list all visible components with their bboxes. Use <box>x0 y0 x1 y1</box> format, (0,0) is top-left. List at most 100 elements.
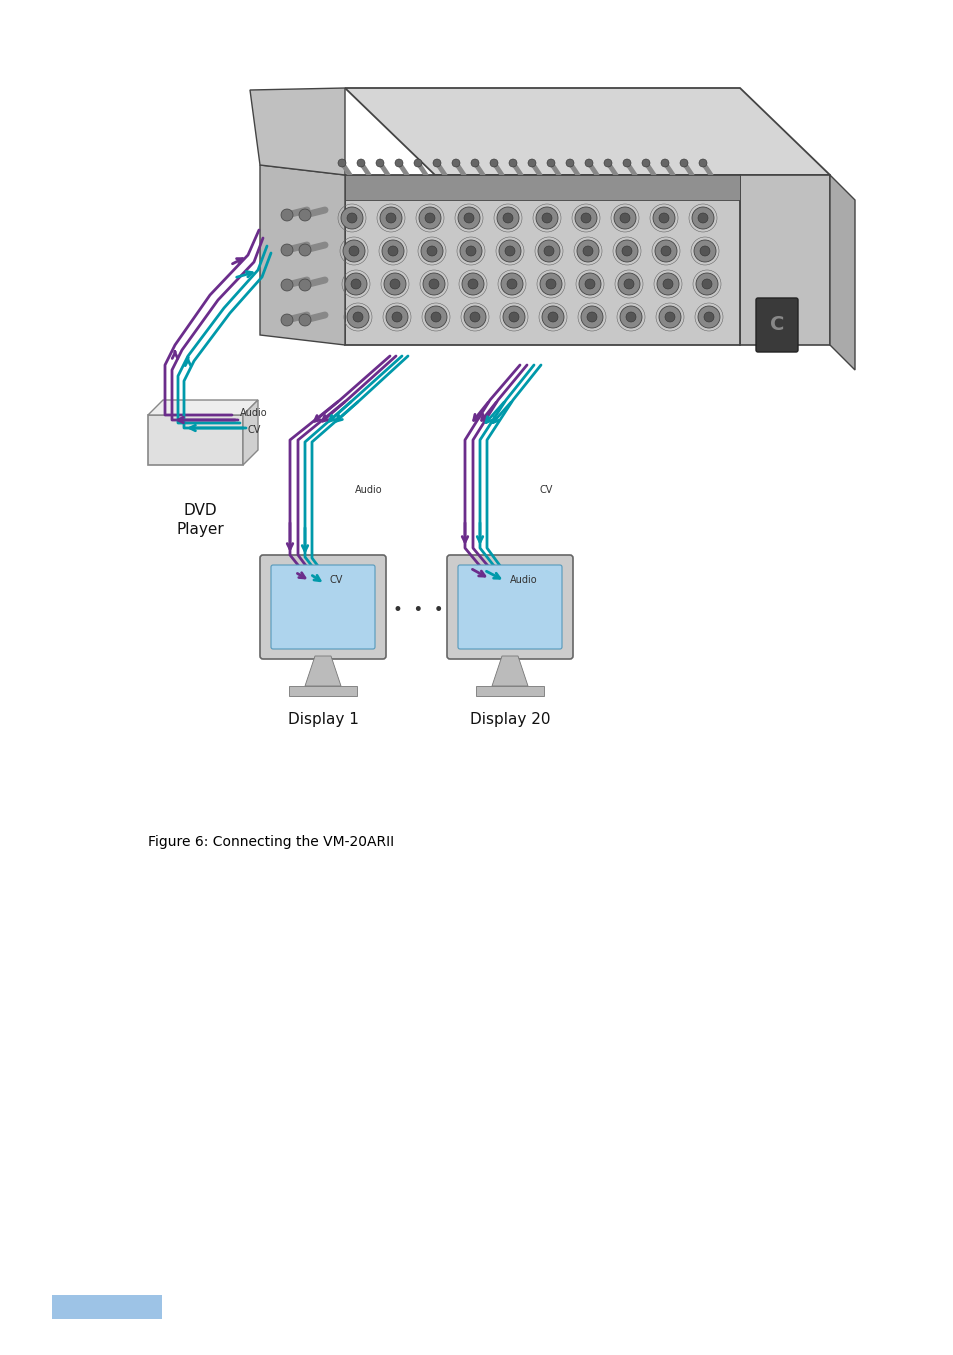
Text: •  •  •: • • • <box>393 602 443 619</box>
Circle shape <box>652 207 675 229</box>
Circle shape <box>490 159 497 167</box>
Circle shape <box>506 279 517 289</box>
Polygon shape <box>345 175 740 346</box>
Circle shape <box>603 159 612 167</box>
Polygon shape <box>250 88 345 175</box>
Circle shape <box>700 247 709 256</box>
FancyBboxPatch shape <box>271 565 375 649</box>
Circle shape <box>679 159 687 167</box>
Polygon shape <box>740 175 829 346</box>
Polygon shape <box>829 175 854 370</box>
Circle shape <box>698 213 707 224</box>
Circle shape <box>431 312 440 322</box>
Circle shape <box>471 159 478 167</box>
Circle shape <box>543 247 554 256</box>
Circle shape <box>422 272 444 295</box>
Circle shape <box>614 207 636 229</box>
Circle shape <box>470 312 479 322</box>
Circle shape <box>565 159 574 167</box>
Circle shape <box>343 240 365 262</box>
Circle shape <box>698 306 720 328</box>
Text: Audio: Audio <box>240 408 268 417</box>
Circle shape <box>616 240 638 262</box>
Polygon shape <box>243 400 257 465</box>
Circle shape <box>347 306 369 328</box>
FancyBboxPatch shape <box>457 565 561 649</box>
Circle shape <box>545 279 556 289</box>
Polygon shape <box>148 400 257 415</box>
Circle shape <box>504 247 515 256</box>
Circle shape <box>546 159 555 167</box>
Circle shape <box>497 207 518 229</box>
Circle shape <box>298 244 311 256</box>
Circle shape <box>621 247 631 256</box>
Circle shape <box>386 306 408 328</box>
Text: DVD
Player: DVD Player <box>176 503 224 537</box>
Circle shape <box>356 159 365 167</box>
Circle shape <box>298 314 311 327</box>
Text: C: C <box>769 316 783 335</box>
Circle shape <box>703 312 713 322</box>
Polygon shape <box>345 175 740 201</box>
Circle shape <box>298 209 311 221</box>
Circle shape <box>298 279 311 291</box>
Text: Figure 6: Connecting the VM-20ARII: Figure 6: Connecting the VM-20ARII <box>148 835 394 850</box>
Circle shape <box>584 279 595 289</box>
Circle shape <box>625 312 636 322</box>
Polygon shape <box>289 686 356 696</box>
Circle shape <box>457 207 479 229</box>
Circle shape <box>468 279 477 289</box>
Circle shape <box>536 207 558 229</box>
Circle shape <box>659 306 680 328</box>
Circle shape <box>701 279 711 289</box>
Circle shape <box>580 306 602 328</box>
Text: CV: CV <box>539 485 553 495</box>
Circle shape <box>691 207 713 229</box>
Circle shape <box>582 247 593 256</box>
Circle shape <box>386 213 395 224</box>
Polygon shape <box>305 656 340 686</box>
Circle shape <box>618 272 639 295</box>
Circle shape <box>527 159 536 167</box>
Circle shape <box>463 306 485 328</box>
Circle shape <box>641 159 649 167</box>
Circle shape <box>547 312 558 322</box>
Circle shape <box>575 207 597 229</box>
FancyBboxPatch shape <box>52 1295 162 1318</box>
Circle shape <box>619 306 641 328</box>
Circle shape <box>351 279 360 289</box>
Circle shape <box>395 159 402 167</box>
Circle shape <box>584 159 593 167</box>
Circle shape <box>509 159 517 167</box>
Text: CV: CV <box>330 575 343 585</box>
Polygon shape <box>148 415 243 465</box>
Circle shape <box>281 244 293 256</box>
Text: Display 1: Display 1 <box>287 711 358 728</box>
Circle shape <box>392 312 401 322</box>
Circle shape <box>433 159 440 167</box>
Circle shape <box>379 207 401 229</box>
Circle shape <box>577 240 598 262</box>
Circle shape <box>345 272 367 295</box>
Circle shape <box>541 213 552 224</box>
Polygon shape <box>345 88 829 175</box>
Text: Audio: Audio <box>510 575 537 585</box>
Circle shape <box>337 159 346 167</box>
Circle shape <box>578 272 600 295</box>
Circle shape <box>420 240 442 262</box>
Circle shape <box>418 207 440 229</box>
Circle shape <box>384 272 406 295</box>
Circle shape <box>696 272 718 295</box>
Text: Audio: Audio <box>355 485 382 495</box>
Circle shape <box>461 272 483 295</box>
Circle shape <box>353 312 363 322</box>
Circle shape <box>500 272 522 295</box>
Text: CV: CV <box>248 425 261 435</box>
Circle shape <box>502 213 513 224</box>
Circle shape <box>660 159 668 167</box>
Circle shape <box>537 240 559 262</box>
Circle shape <box>465 247 476 256</box>
Circle shape <box>539 272 561 295</box>
Circle shape <box>662 279 672 289</box>
Circle shape <box>657 272 679 295</box>
